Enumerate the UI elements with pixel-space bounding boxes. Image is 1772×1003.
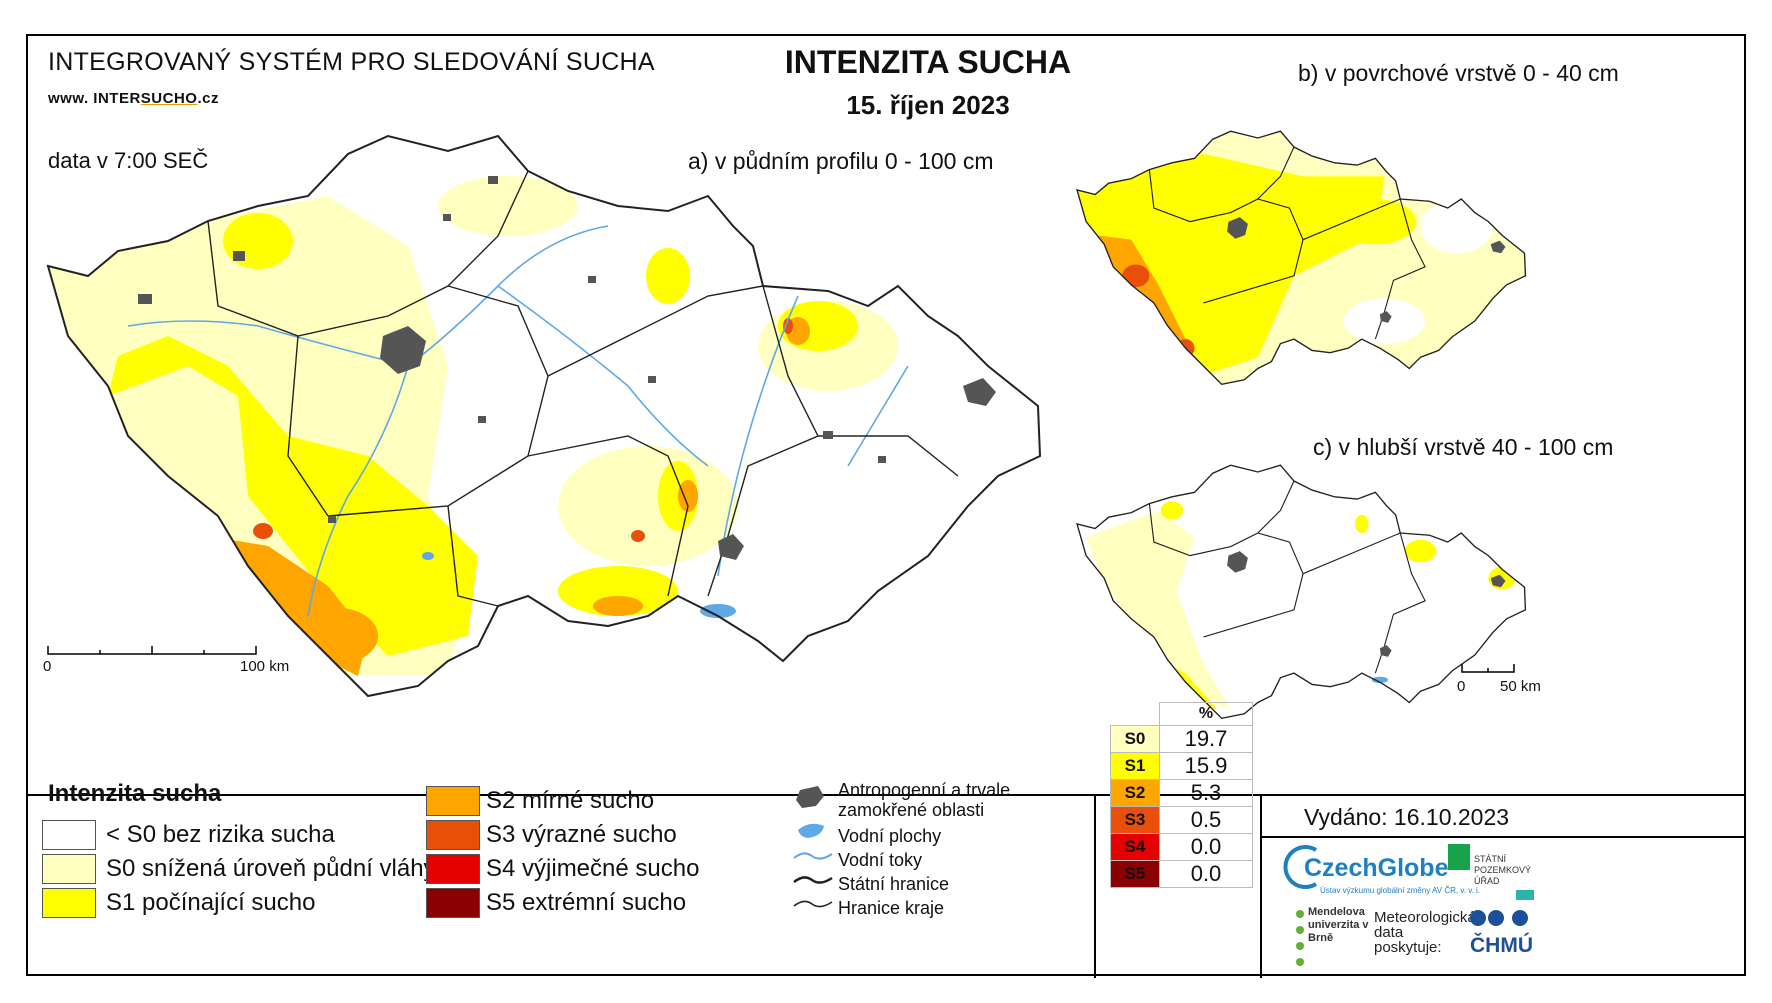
data-time: data v 7:00 SEČ [48,148,209,173]
main-scale-bar [47,646,257,655]
czechglobe-logo: CzechGlobe [1304,854,1449,882]
stats-row: S2 5.3 [1110,779,1253,807]
stats-row: S5 0.0 [1110,860,1253,888]
legend-water-bodies-label: Vodní plochy [838,826,942,846]
legend-region-border-label: Hranice kraje [838,898,945,918]
stats-value: 0.0 [1159,860,1253,888]
legend-label-s4: S4 výjimečné sucho [486,855,700,882]
main-scale-zero: 0 [43,658,52,675]
small-scale-end: 50 km [1500,678,1541,695]
stats-class: S1 [1110,752,1160,780]
map-frame: INTEGROVANÝ SYSTÉM PRO SLEDOVÁNÍ SUCHA w… [26,34,1746,978]
legend-swatch-s3 [426,820,480,850]
legend-symbols-svg [793,786,833,908]
stats-row: S3 0.5 [1110,806,1253,834]
small-scale-bar [1461,664,1515,673]
map-date: 15. říjen 2023 [846,90,1010,120]
legend-separator [28,794,1744,796]
czechglobe-logo-icon [1283,845,1318,889]
website-suffix: .cz [197,90,219,107]
legend-swatch-s1 [42,888,96,918]
legend-swatch-below-s0 [42,820,96,850]
state-border-symbol [793,876,833,884]
legend-label-s5: S5 extrémní sucho [486,889,687,916]
stats-value: 5.3 [1159,779,1253,807]
met-data-provider-label: Meteorologická data poskytuje: [1374,909,1476,956]
panel-a-label: a) v půdním profilu 0 - 100 cm [688,148,994,174]
main-scale-end: 100 km [240,658,290,675]
stats-row: S4 0.0 [1110,833,1253,861]
website-highlight: SUCHO [140,90,198,107]
stats-class: S3 [1110,806,1160,834]
legend-label-s1: S1 počínající sucho [106,889,316,916]
small-scale-zero: 0 [1457,678,1466,695]
stats-class: S4 [1110,833,1160,861]
legend-divider-2 [1260,794,1262,978]
legend-label-s0: S0 snížená úroveň půdní vláhy [106,855,436,882]
water-body-symbol [798,823,824,838]
legend-label-s3: S3 výrazné sucho [486,821,677,848]
stats-value: 15.9 [1159,752,1253,780]
website-link[interactable]: www. INTERSUCHO.cz [48,90,219,107]
chmu-logo: ČHMÚ [1470,934,1533,957]
surface-layer-map [1076,130,1527,386]
panel-c-label: c) v hlubší vrstvě 40 - 100 cm [1313,434,1614,460]
river-symbol [793,852,833,860]
region-border-symbol [793,900,833,908]
legend-swatch-s2 [426,786,480,816]
main-title: INTENZITA SUCHA [784,44,1072,80]
legend-divider-1 [1094,794,1096,978]
stats-header-row: % [1111,702,1253,726]
main-map [46,134,1042,698]
stats-class: S0 [1110,725,1160,753]
maps-svg [46,130,1527,720]
legend-swatch-s5 [426,888,480,918]
stats-class: S2 [1110,779,1160,807]
stats-header: % [1159,702,1253,726]
mendel-logo-icon [1296,910,1304,966]
legend-swatch-s0 [42,854,96,884]
legend-label-s2: S2 mírné sucho [486,787,655,814]
system-title: INTEGROVANÝ SYSTÉM PRO SLEDOVÁNÍ SUCHA [48,48,655,76]
urban-area-symbol [796,786,824,808]
spu-logo-icon [1448,844,1470,870]
mendel-university-logo: Mendelova univerzita v Brně [1308,906,1369,944]
legend-swatch-s4 [426,854,480,884]
issued-date: Vydáno: 16.10.2023 [1304,804,1510,830]
czechglobe-logo-subtitle: Ústav výzkumu globální změny AV ČR, v. v… [1320,886,1481,895]
spu-logo-mark [1516,890,1534,900]
legend-divider-3 [1260,836,1744,838]
stats-class: S5 [1110,860,1160,888]
stats-value: 0.5 [1159,806,1253,834]
stats-value: 19.7 [1159,725,1253,753]
legend-rivers-label: Vodní toky [838,850,923,870]
legend-urban-label: Antropogenní a trvale zamokřené oblasti [838,780,1011,820]
legend-state-border-label: Státní hranice [838,874,950,894]
chmu-logo-icon [1470,910,1528,926]
legend-label-below-s0: < S0 bez rizika sucha [106,821,335,848]
drought-stats-table: % S0 19.7 S1 15.9 S2 5.3 S3 0.5 S4 0.0 S… [1110,702,1253,888]
spu-logo: STÁTNÍ POZEMKOVÝ ÚŘAD [1474,854,1532,886]
website-prefix: www. INTER [48,90,141,107]
stats-row: S1 15.9 [1110,752,1253,780]
stats-value: 0.0 [1159,833,1253,861]
stats-row: S0 19.7 [1110,725,1253,753]
legend-title: Intenzita sucha [48,780,222,807]
panel-b-label: b) v povrchové vrstvě 0 - 40 cm [1298,60,1619,86]
